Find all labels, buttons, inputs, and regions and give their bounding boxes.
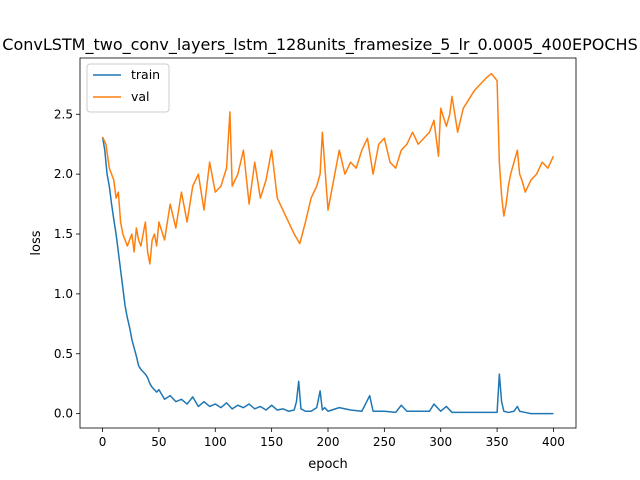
y-tick-label: 0.5 [54,347,73,361]
y-tick-label: 1.5 [54,227,73,241]
y-tick-label: 2.0 [54,167,73,181]
legend-label-val: val [131,89,150,104]
y-axis-ticks: 0.0 0.5 1.0 1.5 2.0 2.5 [54,107,80,421]
y-axis-label: loss [29,230,44,255]
x-tick-label: 100 [204,435,227,449]
x-axis-ticks: 0 50 100 150 200 250 300 350 400 [99,428,565,449]
y-tick-label: 1.0 [54,287,73,301]
series-line-train [101,136,554,415]
y-tick-label: 2.5 [54,107,73,121]
legend-box [86,63,170,113]
x-tick-label: 400 [542,435,565,449]
x-tick-label: 350 [486,435,509,449]
plot-area [101,72,555,415]
x-tick-label: 300 [429,435,452,449]
axes-frame [79,57,577,429]
x-axis-label: epoch [308,457,348,472]
x-tick-label: 250 [373,435,396,449]
legend-label-train: train [131,67,160,82]
y-tick-label: 0.0 [54,407,73,421]
x-tick-label: 200 [317,435,340,449]
legend: train val [86,63,170,113]
x-tick-label: 50 [151,435,166,449]
series-line-val [101,72,555,265]
x-tick-label: 0 [99,435,107,449]
chart-title: ConvLSTM_two_conv_layers_lstm_128units_f… [2,35,637,55]
x-tick-label: 150 [260,435,283,449]
